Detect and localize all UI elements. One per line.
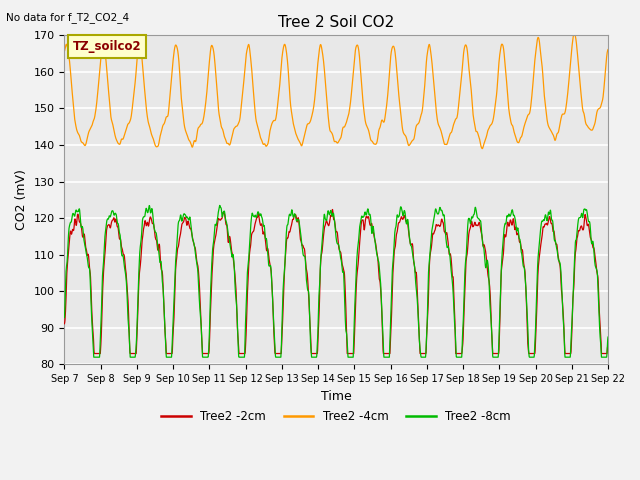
Title: Tree 2 Soil CO2: Tree 2 Soil CO2 [278, 15, 394, 30]
Y-axis label: CO2 (mV): CO2 (mV) [15, 169, 28, 230]
Text: No data for f_T2_CO2_4: No data for f_T2_CO2_4 [6, 12, 129, 23]
Legend: Tree2 -2cm, Tree2 -4cm, Tree2 -8cm: Tree2 -2cm, Tree2 -4cm, Tree2 -8cm [157, 405, 516, 428]
Text: TZ_soilco2: TZ_soilco2 [72, 40, 141, 53]
X-axis label: Time: Time [321, 390, 351, 403]
